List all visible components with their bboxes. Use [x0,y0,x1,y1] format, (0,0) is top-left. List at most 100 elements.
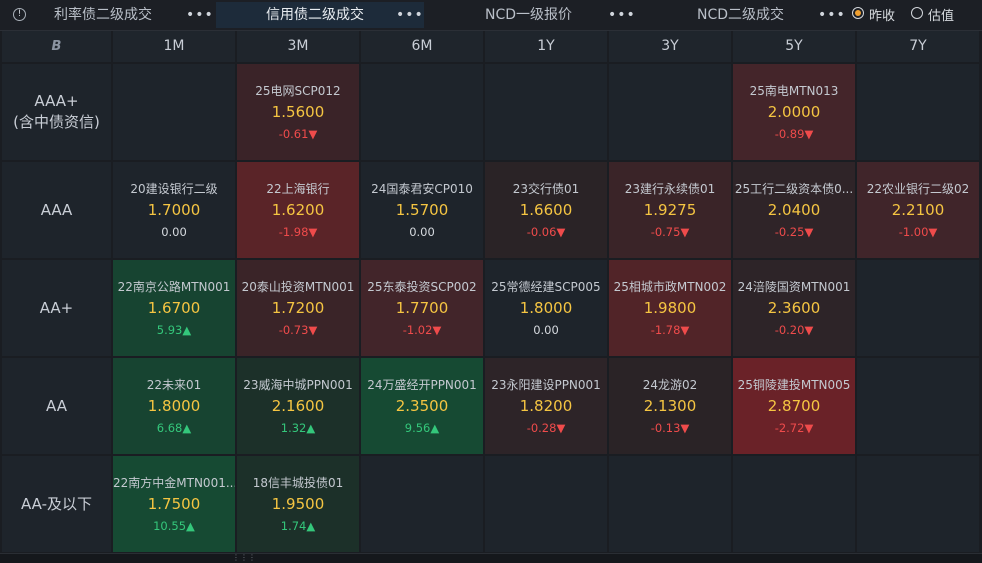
bond-name: 25相城市政MTN002 [613,280,727,294]
bond-cell[interactable]: 22南方中金MTN001... 1.7500 10.55▲ [113,456,235,552]
bond-yield: 2.2100 [891,201,945,219]
bond-yield: 1.7200 [271,299,325,317]
row-header: AA+ [2,260,111,356]
tab-label: 利率债二级成交 [54,7,152,23]
bond-change: 1.74▲ [280,519,316,533]
row-header: AA-及以下 [2,456,111,552]
resize-grip-icon[interactable]: ⋮⋮⋮ [232,553,256,562]
more-menu-icon[interactable]: ••• [818,7,846,23]
bond-name: 24龙游02 [642,378,698,392]
column-header-1y[interactable]: 1Y [485,31,607,62]
empty-cell [857,260,979,356]
bond-change: 10.55▲ [153,519,195,533]
bond-name: 24国泰君安CP010 [371,182,473,196]
bond-name: 25常德经建SCP005 [491,280,601,294]
bond-cell[interactable]: 24龙游02 2.1300 -0.13▼ [609,358,731,454]
bond-cell[interactable]: 23交行债01 1.6600 -0.06▼ [485,162,607,258]
bond-name: 25工行二级资本债0... [734,182,854,196]
bond-cell[interactable]: 25南电MTN013 2.0000 -0.89▼ [733,64,855,160]
bond-yield: 1.7000 [147,201,201,219]
tab-label: 信用债二级成交 [266,7,364,23]
empty-cell [857,456,979,552]
bond-name: 20建设银行二级 [130,182,218,196]
bond-yield: 1.9500 [271,495,325,513]
bond-name: 22南方中金MTN001... [113,476,235,490]
bond-yield: 2.1600 [271,397,325,415]
column-header-1m[interactable]: 1M [113,31,235,62]
column-header-6m[interactable]: 6M [361,31,483,62]
bond-name: 25铜陵建投MTN005 [737,378,851,392]
tab-credit-bond-secondary[interactable]: 信用债二级成交 ••• [216,2,424,28]
bond-change: -1.78▼ [650,323,690,337]
bond-cell[interactable]: 25东泰投资SCP002 1.7700 -1.02▼ [361,260,483,356]
more-menu-icon[interactable]: ••• [396,7,424,23]
bond-cell[interactable]: 25工行二级资本债0... 2.0400 -0.25▼ [733,162,855,258]
column-header-3m[interactable]: 3M [237,31,359,62]
bond-change: -0.25▼ [774,225,814,239]
corner-cell: B [2,31,111,62]
more-menu-icon[interactable]: ••• [186,7,214,23]
info-icon[interactable]: ! [13,8,26,21]
bond-cell[interactable]: 25常德经建SCP005 1.8000 0.00 [485,260,607,356]
tab-ncd-primary-quote[interactable]: NCD一级报价 ••• [440,2,640,28]
bond-change: -0.28▼ [526,421,566,435]
column-header-7y[interactable]: 7Y [857,31,979,62]
bond-name: 22农业银行二级02 [866,182,970,196]
rating-label: AAA [40,200,73,219]
bond-yield: 1.8000 [147,397,201,415]
bond-change: -1.98▼ [278,225,318,239]
bond-change: -0.73▼ [278,323,318,337]
bond-yield: 2.0000 [767,103,821,121]
bond-cell[interactable]: 20泰山投资MTN001 1.7200 -0.73▼ [237,260,359,356]
bond-cell[interactable]: 18信丰城投债01 1.9500 1.74▲ [237,456,359,552]
radio-prev-close[interactable] [852,7,864,19]
radio-valuation[interactable] [911,7,923,19]
empty-cell [609,456,731,552]
bond-yield: 1.8200 [519,397,573,415]
bond-change: -0.61▼ [278,127,318,141]
empty-cell [485,64,607,160]
bond-cell[interactable]: 22未来01 1.8000 6.68▲ [113,358,235,454]
bond-cell[interactable]: 23建行永续债01 1.9275 -0.75▼ [609,162,731,258]
bond-change: 0.00 [533,323,559,337]
bond-change: -0.75▼ [650,225,690,239]
bond-cell[interactable]: 23永阳建设PPN001 1.8200 -0.28▼ [485,358,607,454]
bond-cell[interactable]: 25铜陵建投MTN005 2.8700 -2.72▼ [733,358,855,454]
tab-ncd-secondary[interactable]: NCD二级成交 ••• [660,2,845,28]
bond-cell[interactable]: 24万盛经开PPN001 2.3500 9.56▲ [361,358,483,454]
empty-cell [361,64,483,160]
empty-cell [485,456,607,552]
bond-change: 5.93▲ [156,323,192,337]
bond-name: 22南京公路MTN001 [117,280,231,294]
bond-change: -0.89▼ [774,127,814,141]
resize-bar[interactable]: ⋮⋮⋮ [0,553,982,563]
bond-yield: 2.0400 [767,201,821,219]
bond-yield: 2.3500 [395,397,449,415]
bond-cell[interactable]: 22农业银行二级02 2.2100 -1.00▼ [857,162,979,258]
top-tab-bar: ! 利率债二级成交 ••• 信用债二级成交 ••• NCD一级报价 ••• NC… [0,0,982,31]
bond-yield: 2.1300 [643,397,697,415]
radio-valuation-label[interactable]: 估值 [928,9,955,24]
bond-cell[interactable]: 22上海银行 1.6200 -1.98▼ [237,162,359,258]
more-menu-icon[interactable]: ••• [608,7,636,23]
bond-name: 24万盛经开PPN001 [367,378,477,392]
bond-name: 25南电MTN013 [749,84,839,98]
column-header-3y[interactable]: 3Y [609,31,731,62]
radio-prev-close-label[interactable]: 昨收 [869,9,896,24]
empty-cell [733,456,855,552]
column-header-5y[interactable]: 5Y [733,31,855,62]
bond-name: 18信丰城投债01 [252,476,344,490]
bond-cell[interactable]: 20建设银行二级 1.7000 0.00 [113,162,235,258]
bond-cell[interactable]: 24国泰君安CP010 1.5700 0.00 [361,162,483,258]
empty-cell [113,64,235,160]
bond-cell[interactable]: 23威海中城PPN001 2.1600 1.32▲ [237,358,359,454]
rating-label: AAA+ (含中债资信) [13,92,100,131]
tab-rate-bond-secondary[interactable]: 利率债二级成交 ••• [36,2,213,28]
bond-cell[interactable]: 24涪陵国资MTN001 2.3600 -0.20▼ [733,260,855,356]
empty-cell [609,64,731,160]
bond-yield: 1.8000 [519,299,573,317]
bond-cell[interactable]: 25相城市政MTN002 1.9800 -1.78▼ [609,260,731,356]
bond-name: 22上海银行 [266,182,330,196]
bond-cell[interactable]: 22南京公路MTN001 1.6700 5.93▲ [113,260,235,356]
bond-cell[interactable]: 25电网SCP012 1.5600 -0.61▼ [237,64,359,160]
